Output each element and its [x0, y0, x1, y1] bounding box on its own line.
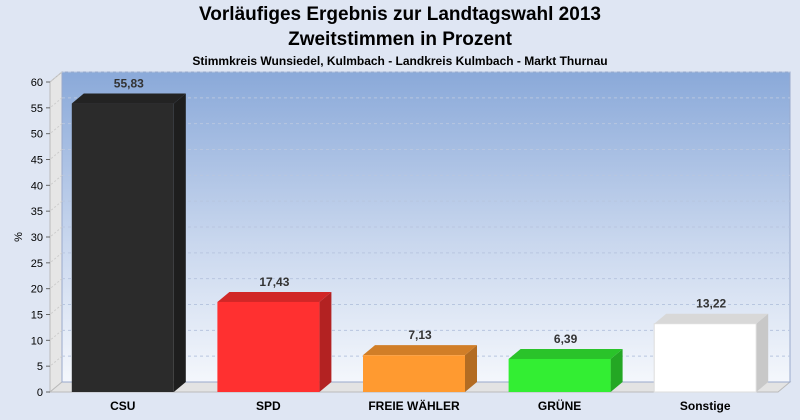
- x-tick-label: SPD: [256, 399, 281, 413]
- bar-side: [610, 348, 623, 392]
- x-tick-label: FREIE WÄHLER: [368, 398, 460, 413]
- bar-top: [654, 313, 769, 324]
- x-tick-label: CSU: [110, 399, 135, 413]
- y-tick-label: 45: [31, 155, 43, 167]
- y-tick-label: 15: [31, 310, 43, 322]
- data-label: 7,13: [408, 328, 432, 342]
- data-label: 13,22: [696, 297, 726, 311]
- bar-front: [217, 301, 320, 392]
- y-tick-label: 10: [31, 335, 43, 347]
- bar-side: [173, 93, 186, 393]
- y-tick-label: 25: [31, 258, 43, 270]
- gridline-side: [49, 329, 63, 341]
- y-tick-label: 40: [31, 180, 43, 192]
- bar-top: [71, 93, 186, 104]
- bar-csu: [71, 93, 186, 393]
- bar-freie-w-hler: [363, 345, 477, 392]
- y-tick-label: 50: [31, 129, 43, 141]
- gridline-side: [49, 149, 63, 160]
- bar-side: [319, 291, 332, 392]
- plot-left-wall: [49, 70, 63, 394]
- bar-front: [653, 323, 757, 393]
- bar-front: [508, 358, 611, 392]
- y-tick-label: 60: [31, 77, 43, 89]
- chart-subtitle: Zweitstimmen in Prozent: [288, 29, 512, 50]
- data-label: 55,83: [114, 77, 144, 91]
- gridline-side: [49, 226, 63, 238]
- bar-gr-ne: [508, 348, 623, 392]
- x-tick-label: GRÜNE: [538, 398, 581, 413]
- chart-region: Stimmkreis Wunsiedel, Kulmbach - Landkre…: [192, 54, 608, 68]
- bar-top: [217, 291, 332, 302]
- gridline-side: [49, 123, 63, 135]
- y-tick-label: 35: [31, 206, 43, 218]
- gridline-side: [49, 278, 63, 290]
- y-tick-label: 55: [31, 103, 43, 115]
- data-label: 17,43: [259, 275, 289, 289]
- y-tick-label: 20: [31, 284, 43, 296]
- y-tick-label: 5: [37, 361, 43, 373]
- y-tick-label: 0: [37, 387, 43, 399]
- chart-title: Vorläufiges Ergebnis zur Landtagswahl 20…: [199, 4, 601, 25]
- gridline-side: [49, 97, 63, 109]
- y-axis-label: %: [13, 232, 25, 242]
- gridline-side: [49, 355, 63, 367]
- bar-top: [363, 345, 477, 356]
- bar-top: [508, 348, 623, 359]
- bar-spd: [217, 291, 332, 392]
- bar-front: [71, 103, 174, 393]
- bar-sonstige: [653, 313, 769, 393]
- data-label: 6,39: [554, 332, 578, 346]
- gridline-side: [49, 200, 63, 212]
- bar-front: [363, 355, 465, 392]
- gridline-side: [49, 252, 63, 264]
- bar-side: [756, 313, 769, 392]
- x-tick-label: Sonstige: [680, 399, 731, 413]
- gridline-side: [49, 71, 63, 83]
- gridline-side: [49, 304, 63, 315]
- bar-side: [465, 345, 477, 392]
- gridline-side: [49, 174, 63, 186]
- y-tick-label: 30: [31, 232, 43, 244]
